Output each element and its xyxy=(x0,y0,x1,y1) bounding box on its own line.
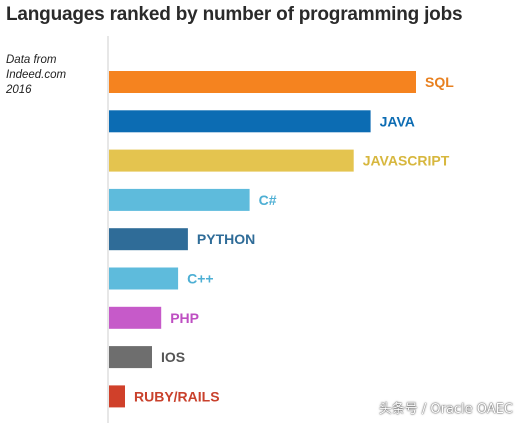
source-line-3: 2016 xyxy=(6,84,32,96)
bar-label-sql: SQL xyxy=(425,74,454,90)
watermark: 头条号 / Oracle OAEC xyxy=(378,402,513,417)
source-line-1: Data from xyxy=(6,54,57,66)
bar-label-ios: IOS xyxy=(161,349,185,365)
chart-title: Languages ranked by number of programmin… xyxy=(6,4,463,25)
bar-ios xyxy=(109,346,152,369)
bar-sql xyxy=(109,71,416,93)
bar-label-java: JAVA xyxy=(380,113,415,129)
data-source-note: Data from Indeed.com 2016 xyxy=(6,53,106,98)
source-line-2: Indeed.com xyxy=(6,69,67,81)
bar-label-csharp: C# xyxy=(259,192,277,208)
bar-label-python: PYTHON xyxy=(197,231,255,247)
bar-label-php: PHP xyxy=(170,310,199,326)
bar-java xyxy=(109,110,371,133)
bar-ruby-rails xyxy=(109,385,125,408)
bar-cplusplus xyxy=(109,267,179,290)
bar-python xyxy=(109,228,188,251)
bar-label-cplusplus: C++ xyxy=(187,271,213,287)
bar-php xyxy=(109,306,162,329)
bar-label-ruby-rails: RUBY/RAILS xyxy=(134,388,220,404)
bar-label-javascript: JAVASCRIPT xyxy=(363,153,450,169)
bar-javascript xyxy=(109,149,354,172)
bar-csharp xyxy=(109,188,250,211)
